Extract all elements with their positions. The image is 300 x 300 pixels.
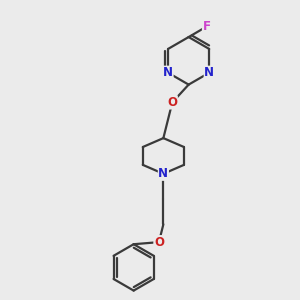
Text: F: F [202, 20, 211, 33]
Text: N: N [163, 66, 173, 79]
Text: N: N [204, 66, 214, 79]
Text: N: N [158, 167, 168, 180]
Text: O: O [167, 96, 177, 109]
Text: O: O [154, 236, 164, 249]
